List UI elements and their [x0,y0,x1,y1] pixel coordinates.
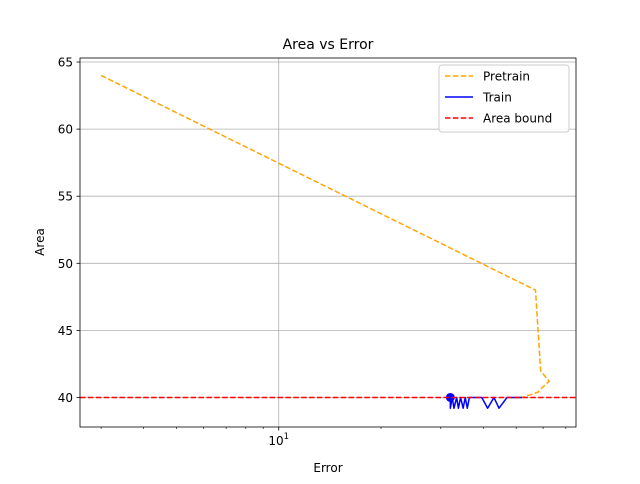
y-tick-label-65: 65 [58,56,73,70]
legend-label-pretrain: Pretrain [483,70,530,84]
x-axis-label: Error [313,461,342,475]
axes-frame [79,57,577,428]
y-tick-label-40: 40 [58,391,73,405]
y-tick-label-50: 50 [58,257,73,271]
series-pretrain-line [100,74,550,399]
y-tick-label-60: 60 [58,123,73,137]
chart-title: Area vs Error [283,37,374,53]
legend-box [438,64,570,133]
x-tick-label-exponent: 1 [284,432,289,442]
y-tick-label-45: 45 [58,324,73,338]
legend-label-train: Train [482,91,512,105]
series-layer [80,74,576,409]
legend: Pretrain Train Area bound [438,64,570,133]
y-tick-label-55: 55 [58,190,73,204]
y-axis-label: Area [33,228,47,256]
legend-label-area-bound: Area bound [483,112,552,126]
